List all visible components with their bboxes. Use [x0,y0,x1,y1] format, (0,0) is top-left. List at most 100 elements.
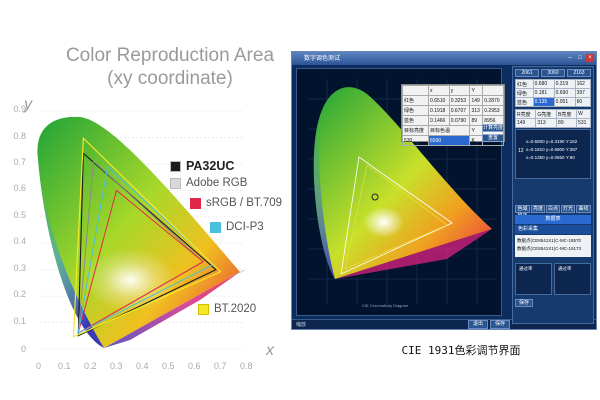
side-tab[interactable]: 3060 [541,69,565,77]
table-cell[interactable]: 0.2870 [482,95,504,106]
white-point-marker[interactable] [371,193,379,201]
table-cell[interactable]: 0.6510 [428,95,450,106]
close-icon[interactable]: × [586,54,594,62]
menu-tab-gamut[interactable]: 色域校正 [515,205,530,219]
table-cell[interactable]: 0.135 [532,97,555,107]
gamut-triangle-bt-2020 [72,136,222,338]
table-cell[interactable]: 89 [469,115,484,126]
table-cell: 目标色温 [428,125,471,136]
side-tab[interactable]: 2163 [567,69,591,77]
y-tick-label: 0.2 [13,289,26,299]
minimize-icon[interactable]: – [568,55,572,61]
table-cell[interactable]: 0.319 [553,79,576,89]
exit-button[interactable]: 退出 [468,320,488,329]
legend-label: DCI-P3 [226,221,264,233]
table-cell[interactable]: 0.051 [553,97,576,107]
table-cell[interactable]: 162 [574,79,592,89]
table-cell[interactable]: 313 [535,118,558,128]
table-header-cell: R亮度 [514,109,537,119]
list-item[interactable]: x=0.1810 y=0.6900 Y:397 [526,147,578,152]
data-table-header: 数据表 [515,215,591,224]
device-item[interactable]: 数据点(CE8541X1)C-MC-19173 [517,246,582,251]
menu-tab-curve[interactable]: 曲线 [576,205,591,213]
chart-title-line1: Color Reproduction Area [65,45,275,66]
cie-white-glow [353,191,421,243]
legend-label: sRGB / BT.709 [206,197,283,209]
table-cell[interactable]: 0.1918 [428,105,450,116]
legend-item-srgb: sRGB / BT.709 [190,197,282,209]
save-button[interactable]: 保存 [515,299,533,307]
calc-brightness-button[interactable]: 计算亮度 [482,124,504,132]
measurement-list[interactable]: 12 x=0.6800 y=0.3190 Y:162 x=0.1810 y=0.… [515,129,591,179]
table-cell[interactable]: 0.1466 [428,115,450,126]
table-cell[interactable]: 0.3253 [448,95,471,106]
table-header-cell: x [428,85,450,96]
legend-item-bt2020: BT.2020 [198,303,256,315]
gamut-triangle-pa32uc [77,152,217,337]
table-cell[interactable]: 0.181 [532,88,555,98]
status-text: 缩放 [296,322,307,328]
gamut-triangle-dci-p3 [77,165,215,335]
table-cell[interactable]: 89 [556,118,578,128]
x-tick-label: 0.3 [110,361,123,371]
x-tick-label: 0.8 [240,361,253,371]
legend-swatch [170,160,181,172]
x-axis-label: x [266,342,274,359]
maximize-icon[interactable]: □ [578,55,582,61]
save-bottom-button[interactable]: 保存 [490,320,510,329]
list-item[interactable]: x=0.1350 y=0.0650 Y:60 [526,155,575,160]
table-cell[interactable]: 313 [469,105,484,116]
table-header-cell: W [576,109,591,119]
x-tick-label: 0.5 [162,361,175,371]
table-cell[interactable]: 0.2953 [482,105,504,116]
table-cell: 绿色 [515,88,534,98]
reset-button[interactable]: 重置 [482,134,504,142]
table-cell[interactable]: 149 [514,118,537,128]
brightness-input[interactable]: 530 [401,135,430,146]
table-row: R亮度 G亮度 B亮度 W [514,109,591,119]
table-cell: 蓝色 [515,97,534,107]
y-tick-label: 0.4 [13,236,26,246]
menu-tab-lighting[interactable]: 灯光 [561,205,575,213]
table-cell[interactable]: 0.0790 [448,115,471,126]
cie-locus-blue [313,119,335,279]
color-capture-row[interactable]: 色彩采集 [515,225,591,234]
leader-line [227,269,246,279]
y-tick-label: 0.7 [13,157,26,167]
menu-tab-whitepoint[interactable]: 白点 [546,205,560,213]
y-tick-label: 0.1 [13,316,26,326]
device-list[interactable]: 数据点(CE8541X1)C-MC-18570 数据点(CE8541X1)C-M… [515,235,591,257]
side-tab[interactable]: 2061 [515,69,539,77]
table-row: 绿色 0.181 0.690 397 [515,88,592,98]
table-header-cell: B亮度 [556,109,578,119]
legend-label: PA32UC [186,159,235,173]
figure-caption: CIE 1931色彩调节界面 [401,344,521,357]
menu-tab-brightness[interactable]: 亮度 [531,205,545,213]
table-cell[interactable]: 0.690 [553,88,576,98]
pass-rate-label: 通过率 [558,266,572,271]
device-item[interactable]: 数据点(CE8541X1)C-MC-18570 [517,238,582,243]
table-cell[interactable]: 531 [576,118,591,128]
y-tick-label: 0.6 [13,183,26,193]
legend-swatch [190,197,201,209]
x-tick-label: 0.1 [58,361,71,371]
measured-gamut-triangle [344,164,448,270]
table-cell[interactable]: 149 [469,95,484,106]
side-primary-table: 红色 0.680 0.319 162 绿色 0.181 0.690 397 蓝色… [515,79,592,107]
legend-item-dci-p3: DCI-P3 [210,221,264,233]
pass-rate-label: 通过率 [519,266,533,271]
left-chart-panel: Color Reproduction Area (xy coordinate) … [0,0,290,400]
y-tick-label: 0.8 [13,131,26,141]
table-cell[interactable]: 60 [574,97,592,107]
cie-purple-line [335,229,492,279]
table-cell[interactable]: 0.6707 [448,105,471,116]
window-titlebar: 数字调色测试 – □ × [292,52,596,65]
y-tick-label: 0 [20,344,26,354]
list-item[interactable]: x=0.6800 y=0.3190 Y:162 [526,139,578,144]
x-tick-label: 0.6 [188,361,201,371]
table-cell[interactable]: 0.680 [532,79,555,89]
color-temp-input[interactable]: 6500 [428,135,471,146]
legend-swatch [170,177,181,189]
table-cell[interactable]: 397 [574,88,592,98]
plot-axis-caption: CIE Chromaticity Diagram [362,303,409,308]
